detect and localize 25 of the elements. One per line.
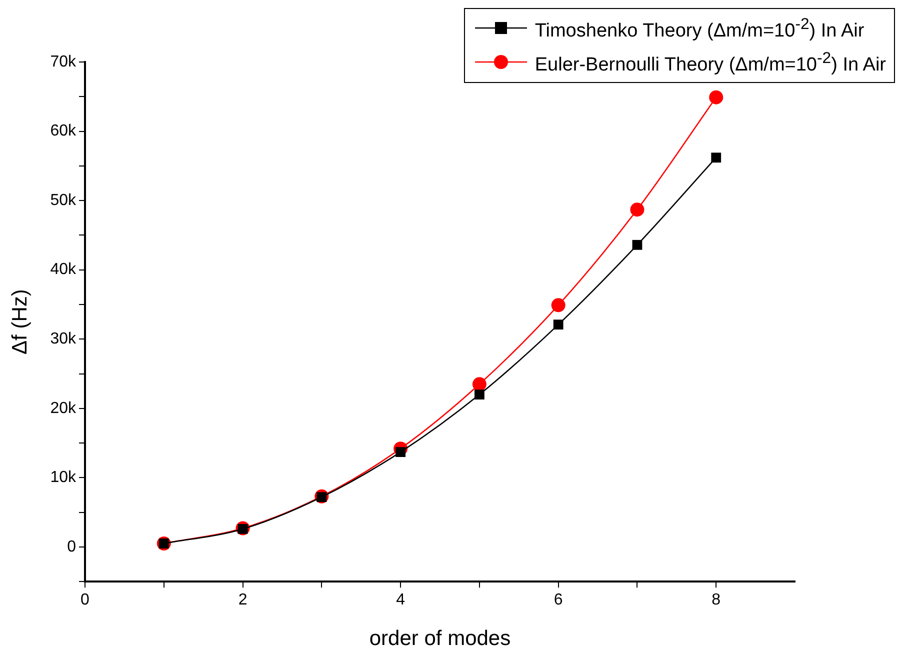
point <box>632 240 642 250</box>
x-tick-label: 0 <box>80 592 90 609</box>
point <box>711 152 722 163</box>
x-tick-label: 2 <box>238 592 248 609</box>
y-tick-label: 60k <box>50 122 77 140</box>
point <box>551 298 566 312</box>
y-tick-label: 30k <box>50 330 77 348</box>
y-tick-label: 50k <box>50 192 77 209</box>
y-axis-title: Δf (Hz) <box>8 289 32 354</box>
y-tick-label: 20k <box>50 400 77 417</box>
point <box>709 90 724 104</box>
y-tick-label: 10k <box>50 469 77 486</box>
point <box>630 202 644 217</box>
x-tick-label: 4 <box>396 592 406 609</box>
y-tick-label: 40k <box>50 261 77 278</box>
legend-label: Timoshenko Theory (Δm/m=10$^{-2}$) In Air <box>534 15 864 44</box>
point <box>474 390 484 400</box>
legend-label: Euler-Bernoulli Theory (Δm/m=10$^{-2}$) In Air <box>534 49 886 78</box>
point <box>472 377 486 392</box>
y-tick-label: 0 <box>67 538 76 556</box>
y-tick-label: 70k <box>50 53 77 70</box>
x-tick-label: 6 <box>554 592 563 609</box>
x-tick-label: 8 <box>712 592 721 609</box>
point <box>553 320 564 330</box>
x-axis-title: order of modes <box>369 627 511 650</box>
